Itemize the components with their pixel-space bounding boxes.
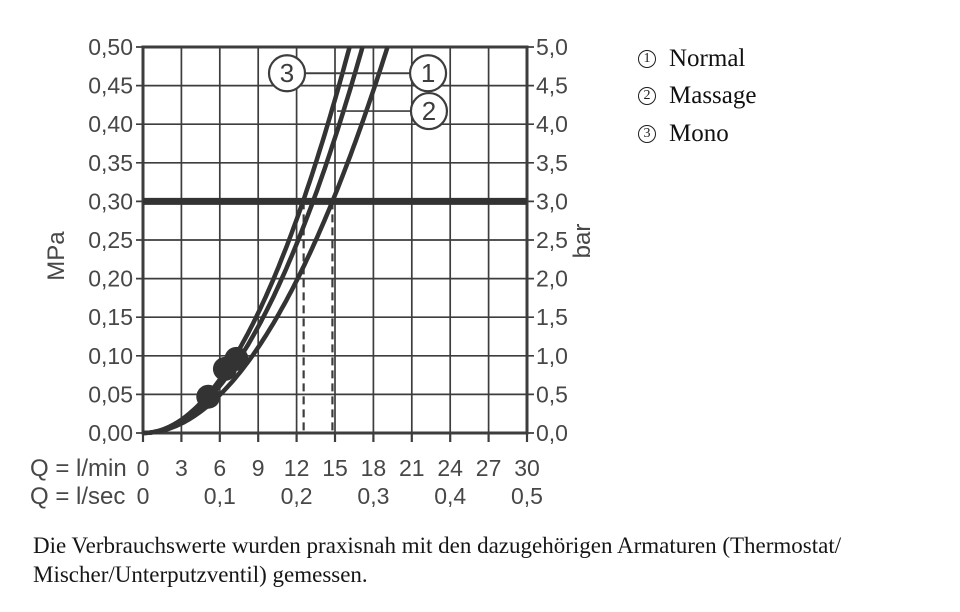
y-right-tick-label: 5,0 <box>536 34 568 60</box>
y-left-tick-label: 0,00 <box>88 420 133 446</box>
y-left-axis-unit: MPa <box>43 231 70 281</box>
legend-number: 3 <box>643 126 651 141</box>
y-right-tick-label: 4,5 <box>536 73 568 99</box>
y-left-tick-label: 0,05 <box>88 381 133 407</box>
x-lmin-tick-label: 24 <box>437 455 463 481</box>
y-right-tick-label: 0,5 <box>536 381 568 407</box>
y-left-tick-label: 0,50 <box>88 34 133 60</box>
plot-border <box>141 45 529 435</box>
legend-number: 2 <box>643 88 651 103</box>
x-axis-row1-label: Q = l/min <box>30 455 127 482</box>
x-lsec-tick-label: 0 <box>137 483 150 509</box>
x-lsec-tick-label: 0,1 <box>204 483 236 509</box>
y-left-tick-label: 0,10 <box>88 343 133 369</box>
circled-2-icon: 2 <box>638 87 656 105</box>
legend-label: Normal <box>669 45 746 72</box>
y-right-axis-unit: bar <box>569 224 596 259</box>
measured-point-dot <box>224 346 249 371</box>
x-lmin-tick-label: 0 <box>137 455 150 481</box>
legend-number: 1 <box>643 51 651 66</box>
x-lmin-tick-label: 18 <box>361 455 387 481</box>
callout-circle-3 <box>267 54 307 93</box>
chart-marks <box>143 197 527 433</box>
y-left-tick-label: 0,45 <box>88 73 133 99</box>
callout-number-2: 2 <box>422 96 436 126</box>
callout-number-1: 1 <box>421 58 435 88</box>
y-right-tick-label: 1,5 <box>536 304 568 330</box>
circled-3-icon: 3 <box>638 125 656 143</box>
circled-1-icon: 1 <box>638 50 656 68</box>
y-right-tick-label: 1,0 <box>536 343 568 369</box>
y-right-tick-label: 2,5 <box>536 227 568 253</box>
chart-tick-labels: 0,500,450,400,350,300,250,200,150,100,05… <box>88 34 568 509</box>
chart-annotations: 3 1 2 <box>267 54 449 131</box>
y-right-tick-label: 0,0 <box>536 420 568 446</box>
flow-pressure-chart: 3 12 0,500,450,400,350,300,250,200,150,10… <box>30 34 596 510</box>
x-lmin-tick-label: 21 <box>399 455 425 481</box>
caption: Die Verbrauchswerte wurden praxisnah mit… <box>33 531 933 589</box>
x-axis-row2-label: Q = l/sec <box>30 483 125 510</box>
x-lsec-tick-label: 0,3 <box>357 483 389 509</box>
y-left-tick-label: 0,25 <box>88 227 133 253</box>
caption-line-2: Mischer/Unterputzventil) gemessen. <box>33 562 368 587</box>
y-left-tick-label: 0,15 <box>88 304 133 330</box>
callout-circle-1 <box>408 54 448 93</box>
x-lsec-tick-label: 0,4 <box>434 483 466 509</box>
y-left-tick-label: 0,35 <box>88 150 133 176</box>
curve-massage <box>143 46 390 436</box>
y-right-tick-label: 3,5 <box>536 150 568 176</box>
y-left-tick-label: 0,40 <box>88 111 133 137</box>
x-lmin-tick-label: 9 <box>252 455 265 481</box>
y-right-tick-label: 2,0 <box>536 266 568 292</box>
chart-curves <box>142 46 390 436</box>
legend-item-massage: 2 Massage <box>638 82 756 110</box>
y-right-tick-label: 4,0 <box>536 111 568 137</box>
x-lsec-tick-label: 0,5 <box>511 483 543 509</box>
legend-label: Mono <box>669 120 729 147</box>
legend-item-normal: 1 Normal <box>638 45 745 73</box>
measured-point-dot <box>196 384 221 409</box>
x-lmin-tick-label: 12 <box>284 455 310 481</box>
callout-circle-2 <box>409 91 449 131</box>
x-lmin-tick-label: 27 <box>476 455 502 481</box>
legend-item-mono: 3 Mono <box>638 120 729 148</box>
x-lmin-tick-label: 15 <box>322 455 348 481</box>
callout-number-3: 3 <box>280 58 294 88</box>
x-lmin-tick-label: 6 <box>213 455 226 481</box>
x-lmin-tick-label: 30 <box>514 455 540 481</box>
y-left-tick-label: 0,20 <box>88 266 133 292</box>
caption-line-1: Die Verbrauchswerte wurden praxisnah mit… <box>33 533 842 558</box>
legend-label: Massage <box>669 82 757 109</box>
x-lmin-tick-label: 3 <box>175 455 188 481</box>
chart-grid <box>136 45 534 442</box>
y-left-tick-label: 0,30 <box>88 188 133 214</box>
y-right-tick-label: 3,0 <box>536 188 568 214</box>
x-lsec-tick-label: 0,2 <box>281 483 313 509</box>
